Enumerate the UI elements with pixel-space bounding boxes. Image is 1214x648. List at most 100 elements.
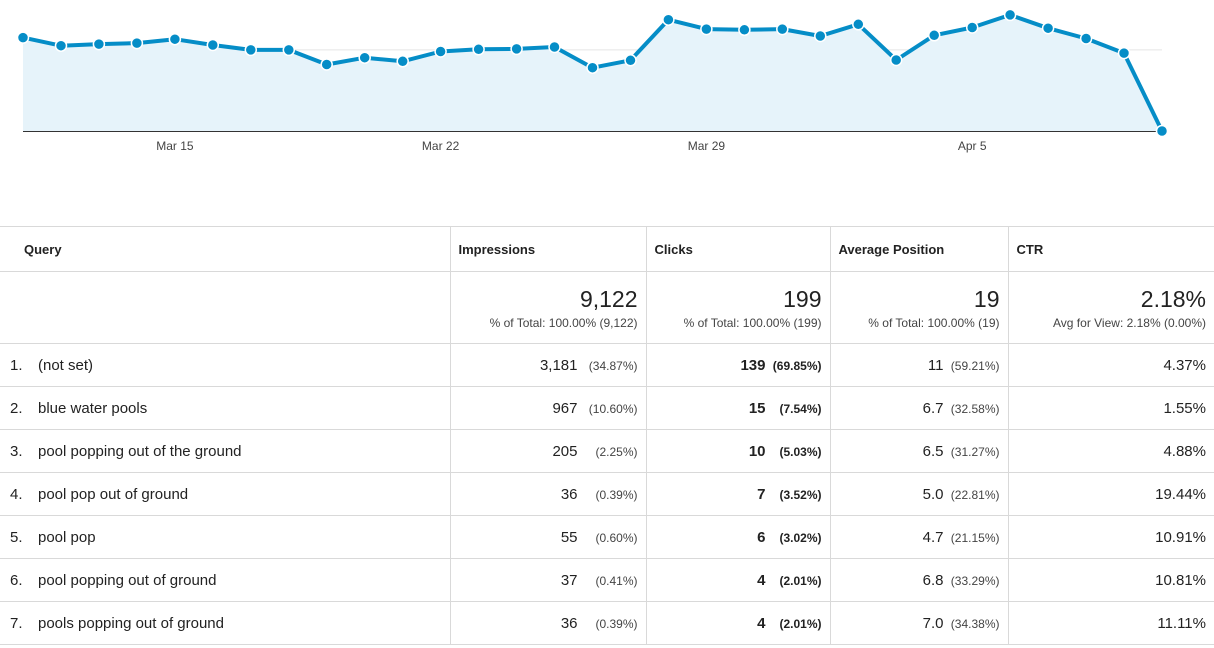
data-point[interactable]: [814, 29, 827, 43]
ctr-value: 10.91%: [1155, 528, 1206, 546]
position-cell: 6.5 (31.27%): [829, 429, 1008, 473]
row-rank: 7.: [10, 614, 23, 632]
clicks-cell: 139 (69.85%): [645, 343, 830, 387]
data-point[interactable]: [16, 31, 30, 44]
clicks-percent: (7.54%): [779, 401, 822, 416]
data-point[interactable]: [168, 32, 182, 46]
data-point[interactable]: [510, 42, 523, 56]
clicks-percent: (2.01%): [779, 573, 822, 588]
data-point[interactable]: [1041, 21, 1055, 35]
data-point[interactable]: [927, 29, 941, 42]
position-cell: 6.7 (32.58%): [829, 386, 1008, 430]
total-clicks-value: 199: [783, 285, 822, 312]
data-point[interactable]: [434, 45, 447, 58]
impressions-value: 967: [552, 399, 578, 417]
data-point[interactable]: [889, 53, 903, 67]
data-point[interactable]: [852, 18, 865, 31]
impressions-value: 37: [560, 571, 578, 589]
totals-clicks: 199 % of Total: 100.00% (199): [645, 271, 830, 344]
position-cell: 6.8 (33.29%): [829, 558, 1008, 602]
data-point[interactable]: [206, 38, 220, 52]
position-percent: (22.81%): [950, 487, 1000, 502]
clicks-percent: (5.03%): [779, 444, 822, 459]
data-point[interactable]: [244, 43, 258, 57]
row-rank: 6.: [10, 571, 23, 589]
data-point[interactable]: [548, 40, 561, 54]
position-percent: (33.29%): [950, 573, 1000, 588]
table-row: 4. pool pop out of ground 36 (0.39%) 7 (3.5…: [0, 472, 1214, 516]
impressions-value: 3,181: [539, 356, 578, 374]
query-link[interactable]: (not set): [38, 356, 94, 374]
impressions-cell: 3,181 (34.87%): [449, 343, 646, 387]
data-point[interactable]: [624, 54, 637, 67]
ctr-cell: 10.91%: [1007, 515, 1214, 559]
clicks-value: 4: [757, 614, 766, 632]
impressions-cell: 37 (0.41%): [449, 558, 646, 602]
data-point[interactable]: [54, 39, 68, 52]
clicks-value: 4: [757, 571, 766, 589]
position-cell: 7.0 (34.38%): [829, 601, 1008, 645]
impressions-percent: (0.39%): [595, 616, 638, 631]
header-impressions[interactable]: Impressions: [449, 226, 646, 272]
data-point[interactable]: [776, 22, 789, 36]
clicks-value: 10: [748, 442, 766, 460]
position-cell: 4.7 (21.15%): [829, 515, 1008, 559]
data-point[interactable]: [586, 61, 599, 74]
data-point[interactable]: [320, 58, 333, 71]
data-point[interactable]: [282, 43, 296, 57]
impressions-value: 36: [560, 614, 578, 632]
impressions-percent: (2.25%): [595, 444, 638, 459]
data-point[interactable]: [92, 37, 106, 51]
data-point[interactable]: [738, 23, 751, 37]
data-point[interactable]: [662, 13, 675, 26]
query-cell: 2. blue water pools: [0, 386, 450, 430]
data-point[interactable]: [700, 22, 713, 36]
query-cell: 3. pool popping out of the ground: [0, 429, 450, 473]
data-point[interactable]: [472, 43, 485, 56]
impressions-value: 205: [552, 442, 578, 460]
totals-impressions: 9,122 % of Total: 100.00% (9,122): [449, 271, 646, 344]
data-point[interactable]: [1003, 8, 1017, 22]
data-point[interactable]: [1155, 124, 1169, 138]
query-link[interactable]: pool pop out of ground: [38, 485, 189, 503]
total-impressions-sub: % of Total: 100.00% (9,122): [489, 315, 638, 330]
header-clicks[interactable]: Clicks: [645, 226, 830, 272]
header-ctr[interactable]: CTR: [1007, 226, 1214, 272]
impressions-cell: 36 (0.39%): [449, 601, 646, 645]
total-ctr-value: 2.18%: [1140, 285, 1206, 312]
clicks-percent: (2.01%): [779, 616, 822, 631]
clicks-value: 7: [757, 485, 766, 503]
clicks-cell: 10 (5.03%): [645, 429, 830, 473]
row-rank: 5.: [10, 528, 23, 546]
ctr-value: 1.55%: [1163, 399, 1206, 417]
data-point[interactable]: [965, 21, 979, 34]
data-point[interactable]: [1079, 32, 1093, 45]
impressions-percent: (0.60%): [595, 530, 638, 545]
clicks-value: 15: [748, 399, 766, 417]
clicks-value: 139: [740, 356, 766, 374]
totals-position: 19 % of Total: 100.00% (19): [829, 271, 1008, 344]
query-link[interactable]: blue water pools: [38, 399, 148, 417]
query-link[interactable]: pools popping out of ground: [38, 614, 224, 632]
data-point[interactable]: [130, 36, 144, 50]
position-cell: 11 (59.21%): [829, 343, 1008, 387]
totals-ctr: 2.18% Avg for View: 2.18% (0.00%): [1007, 271, 1214, 344]
ctr-cell: 1.55%: [1007, 386, 1214, 430]
data-point[interactable]: [396, 55, 409, 68]
clicks-cell: 7 (3.52%): [645, 472, 830, 516]
query-link[interactable]: pool pop: [38, 528, 96, 546]
data-point[interactable]: [358, 51, 371, 64]
header-query[interactable]: Query: [0, 226, 450, 272]
header-average-position[interactable]: Average Position: [829, 226, 1008, 272]
data-point[interactable]: [1117, 46, 1131, 60]
clicks-percent: (3.02%): [779, 530, 822, 545]
impressions-percent: (0.41%): [595, 573, 638, 588]
table-header-row: Query Impressions Clicks Average Positio…: [0, 226, 1214, 272]
clicks-cell: 15 (7.54%): [645, 386, 830, 430]
query-link[interactable]: pool popping out of ground: [38, 571, 217, 589]
position-percent: (34.38%): [950, 616, 1000, 631]
position-value: 7.0: [922, 614, 944, 632]
query-link[interactable]: pool popping out of the ground: [38, 442, 242, 460]
query-cell: 1. (not set): [0, 343, 450, 387]
